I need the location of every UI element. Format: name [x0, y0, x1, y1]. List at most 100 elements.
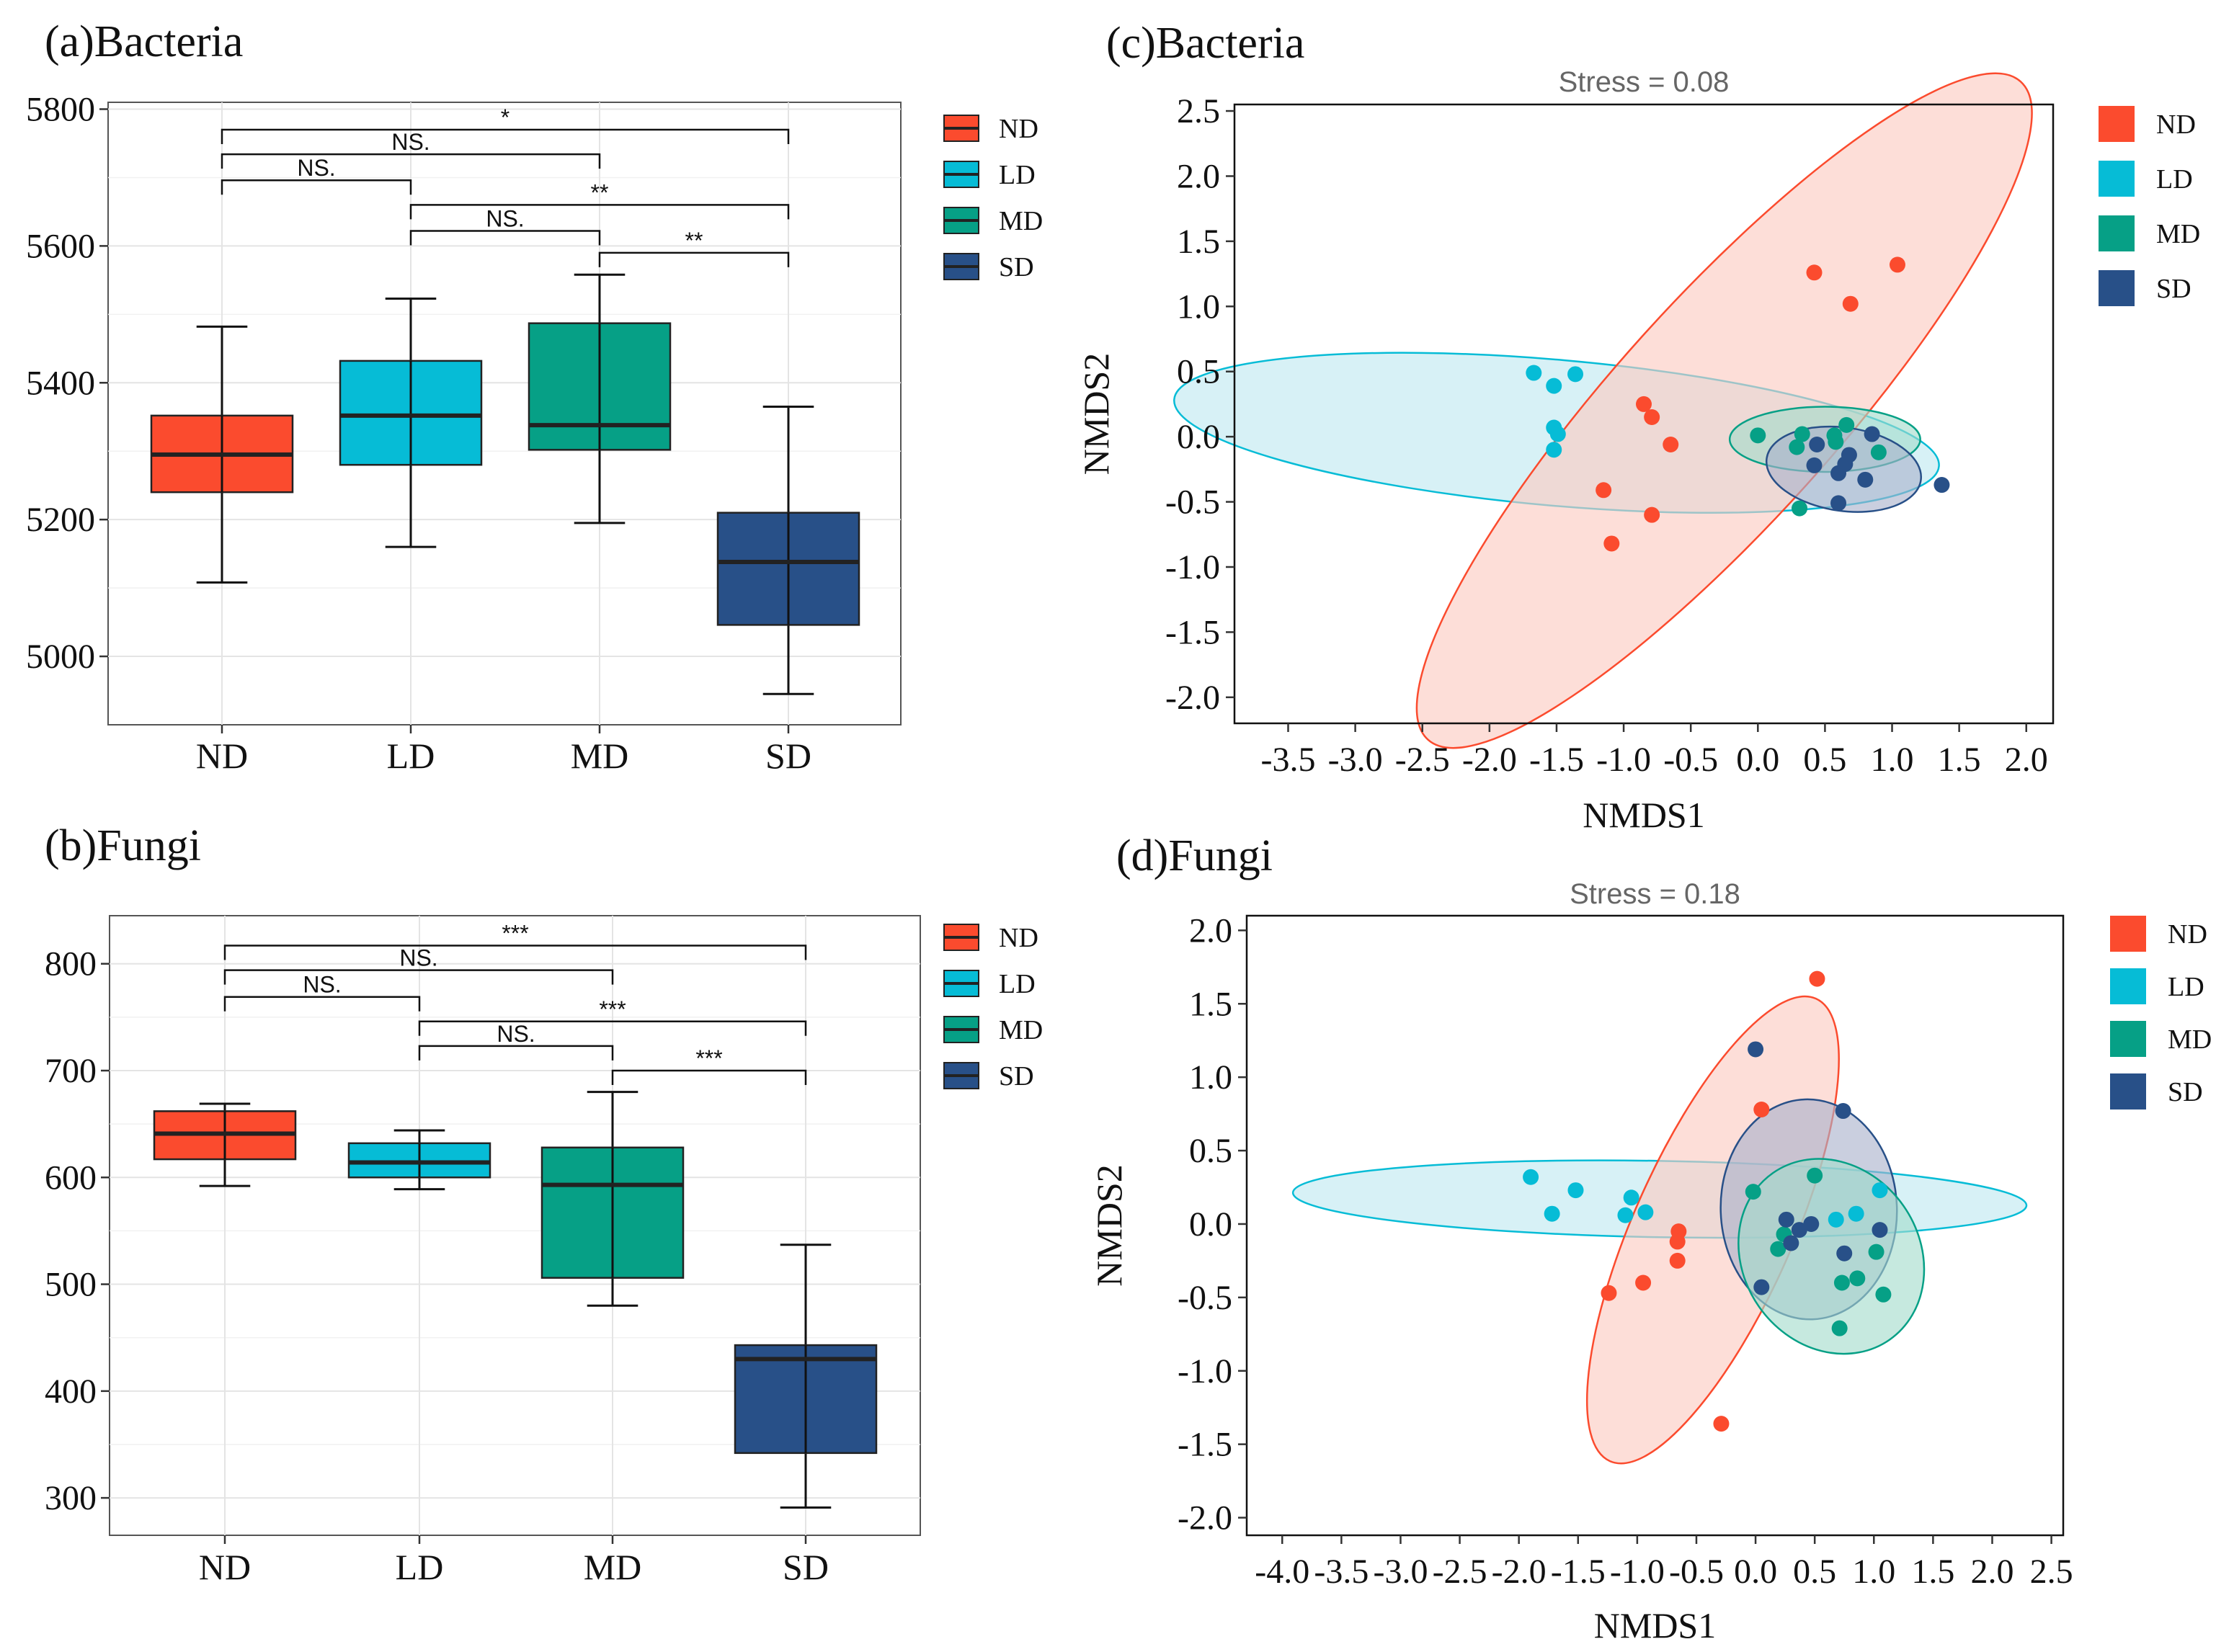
- y-tick-label: -2.0: [1165, 679, 1220, 717]
- data-point: [1803, 1215, 1820, 1232]
- legend-key: [2099, 106, 2135, 142]
- y-tick-label: -2.0: [1178, 1499, 1232, 1537]
- y-tick-label: 5000: [26, 638, 95, 676]
- y-tick-label: 1.0: [1189, 1058, 1232, 1097]
- data-point: [1748, 1041, 1764, 1058]
- plot-area: [107, 102, 902, 725]
- data-point: [1623, 1189, 1639, 1206]
- data-point: [1864, 426, 1880, 442]
- data-point: [1753, 1279, 1770, 1295]
- legend-item-MD: MD: [2099, 215, 2200, 251]
- data-point: [1617, 1207, 1634, 1223]
- data-point: [1831, 1320, 1848, 1336]
- data-point: [1830, 465, 1847, 481]
- data-point: [1778, 1211, 1794, 1228]
- legend-item-SD: SD: [2110, 1073, 2203, 1109]
- series-LD: [1526, 365, 1584, 458]
- data-point: [1868, 1244, 1885, 1260]
- x-tick-label: -1.0: [1596, 741, 1651, 779]
- x-tick-label: -4.0: [1255, 1553, 1309, 1591]
- x-tick-label: -2.0: [1492, 1553, 1547, 1591]
- data-point: [1857, 471, 1874, 488]
- data-point: [1546, 378, 1562, 394]
- significance-label: NS.: [303, 972, 341, 998]
- legend-item-ND: ND: [2099, 106, 2196, 142]
- series-SD: [1806, 426, 1950, 512]
- box-LD: [339, 297, 483, 548]
- data-point: [1872, 1182, 1888, 1199]
- y-tick-label: 2.5: [1177, 92, 1220, 130]
- data-point: [1636, 396, 1652, 412]
- data-point: [1669, 1252, 1686, 1269]
- data-point: [1809, 436, 1825, 452]
- x-tick-label: 1.5: [1911, 1553, 1954, 1591]
- significance-label: **: [685, 228, 703, 254]
- legend-item-LD: LD: [943, 969, 1036, 999]
- data-point: [1833, 1274, 1850, 1291]
- plot-frame: [1233, 103, 2055, 725]
- legend-item-SD: SD: [943, 1061, 1034, 1091]
- data-point: [1601, 1285, 1617, 1301]
- data-point: [1830, 495, 1847, 512]
- y-tick-label: 2.0: [1189, 911, 1232, 950]
- legend-key: [2099, 215, 2135, 251]
- significance-bracket: [409, 204, 790, 220]
- legend-item-MD: MD: [943, 206, 1043, 236]
- significance-label: NS.: [497, 1021, 535, 1047]
- data-point: [1828, 1211, 1844, 1228]
- data-point: [1713, 1416, 1730, 1432]
- significance-bracket: [611, 1069, 807, 1085]
- data-point: [1753, 1102, 1770, 1118]
- significance-bracket: [418, 1045, 614, 1061]
- x-tick-label: 2.5: [2030, 1553, 2073, 1591]
- data-point: [1934, 477, 1950, 494]
- data-point: [1567, 366, 1584, 383]
- x-tick-label: -1.5: [1529, 741, 1584, 779]
- box-ND: [153, 1102, 297, 1187]
- data-point: [1872, 1222, 1888, 1238]
- data-point: [1635, 1274, 1652, 1291]
- data-point: [1849, 1270, 1866, 1287]
- panel-a-boxplot: 5000 5200 5400 5600 5800 NS. NS. * NS. ** ** ND LD MD…: [26, 90, 1043, 776]
- legend-label: MD: [2156, 219, 2200, 249]
- data-point: [1637, 1204, 1654, 1220]
- significance-bracket: [418, 1020, 807, 1036]
- data-point: [1603, 535, 1620, 552]
- data-point: [1770, 1241, 1786, 1257]
- data-point: [1870, 444, 1887, 460]
- x-tick-label: -2.0: [1462, 741, 1517, 779]
- significance-bracket: [409, 230, 601, 246]
- significance-bracket: [221, 153, 601, 169]
- plot-frame: [1245, 914, 2065, 1537]
- data-point: [1546, 442, 1562, 458]
- series-MD: [1750, 416, 1887, 517]
- legend-key: [2110, 1021, 2146, 1057]
- legend-label: MD: [999, 206, 1043, 236]
- data-point: [1669, 1233, 1686, 1250]
- x-category-label: MD: [571, 736, 629, 776]
- data-point: [1875, 1286, 1892, 1303]
- data-point: [1836, 1245, 1853, 1262]
- panel-d-title: (d)Fungi: [1116, 831, 1273, 880]
- legend-item-ND: ND: [943, 114, 1038, 144]
- legend-key: [2110, 1073, 2146, 1109]
- significance-label: *: [501, 104, 509, 130]
- y-tick-label: -1.5: [1178, 1426, 1232, 1464]
- data-point: [1526, 365, 1542, 381]
- data-point: [1792, 500, 1808, 517]
- legend-item-LD: LD: [2110, 968, 2204, 1004]
- data-point: [1644, 409, 1660, 426]
- x-axis-title: NMDS1: [1583, 795, 1704, 835]
- legend-item-ND: ND: [2110, 916, 2207, 952]
- data-point: [1809, 970, 1825, 987]
- y-tick-label: 0.0: [1189, 1205, 1232, 1244]
- data-point: [1806, 457, 1823, 473]
- data-point: [1544, 1205, 1560, 1222]
- legend-label: LD: [999, 160, 1036, 190]
- data-point: [1523, 1169, 1539, 1185]
- box-MD: [540, 1091, 685, 1307]
- y-axis-title: NMDS2: [1076, 353, 1116, 475]
- y-tick-label: 5400: [26, 364, 95, 402]
- series-LD: [1523, 1169, 1888, 1228]
